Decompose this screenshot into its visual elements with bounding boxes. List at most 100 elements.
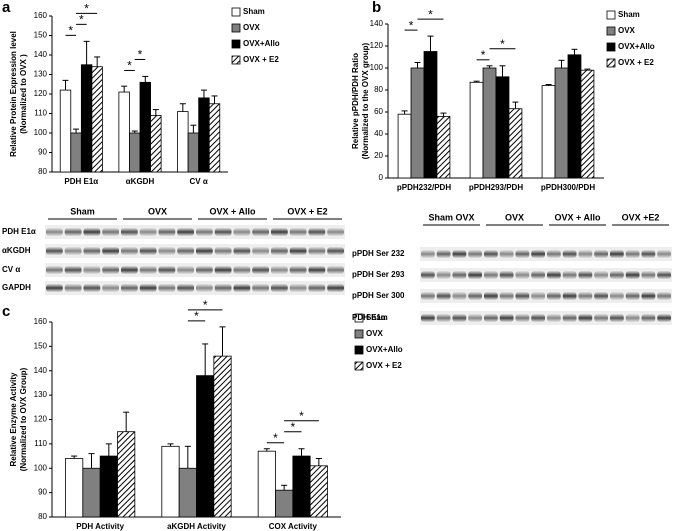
- blot-band: [121, 228, 138, 236]
- blot-band: [233, 247, 251, 255]
- blot-band: [625, 314, 640, 322]
- y-axis-label: (Normalized to OVX ): [19, 54, 28, 134]
- y-tick-label: 90: [38, 148, 47, 157]
- blot-band: [515, 250, 530, 258]
- y-tick-label: 160: [34, 317, 48, 326]
- blot-band: [271, 228, 288, 236]
- blot-band: [610, 250, 624, 258]
- bar: [178, 467, 197, 518]
- error-bar: [200, 89, 207, 98]
- error-bar: [105, 443, 112, 457]
- y-tick-label: 40: [374, 129, 383, 138]
- bar: [65, 458, 84, 518]
- blot-band: [46, 228, 63, 236]
- error-bar: [263, 448, 270, 452]
- legend-swatch: [231, 39, 241, 49]
- bar: [410, 67, 425, 179]
- blot-band: [64, 284, 82, 292]
- blot-band: [289, 284, 307, 292]
- error-bar: [179, 103, 186, 112]
- y-axis-label: Relative Protein Expression level: [9, 31, 18, 157]
- error-bar: [88, 453, 95, 469]
- legend-label: OVX+Allo: [618, 42, 655, 51]
- blot-band: [531, 292, 545, 300]
- blot-group-label: OVX + Allo: [555, 212, 601, 222]
- error-bar: [281, 484, 288, 491]
- blot-band: [46, 247, 63, 255]
- significance-star: *: [290, 420, 295, 434]
- blot-band: [158, 266, 176, 274]
- bar: [139, 81, 151, 173]
- blot-group-label: OVX + E2: [287, 206, 327, 216]
- blot-strip: [420, 268, 672, 282]
- y-tick-label: 110: [34, 439, 47, 448]
- bar: [99, 455, 118, 518]
- error-bar: [71, 455, 78, 459]
- bar: [541, 85, 556, 179]
- blot-band: [452, 271, 467, 279]
- blot-band: [547, 314, 561, 322]
- blot-band: [578, 271, 593, 279]
- error-bar: [83, 40, 90, 65]
- bar: [423, 51, 438, 179]
- bar: [508, 108, 523, 179]
- significance-star: *: [84, 2, 89, 16]
- blot-band: [83, 247, 101, 255]
- blot-band: [196, 228, 213, 236]
- blot-band: [214, 228, 232, 236]
- blot-band: [625, 292, 640, 300]
- blot-band: [308, 284, 326, 292]
- blot-band: [499, 250, 514, 258]
- blot-band: [214, 247, 232, 255]
- y-axis-label: Relative Enzyme Activity: [9, 372, 18, 467]
- y-tick-label: 150: [34, 31, 48, 40]
- error-bar: [499, 65, 506, 77]
- blot-group-label: OVX: [148, 206, 167, 216]
- error-bar: [401, 110, 408, 115]
- error-bar: [427, 35, 434, 52]
- error-bar: [121, 85, 128, 93]
- blot-band: [452, 250, 467, 258]
- y-tick-label: 150: [34, 341, 48, 350]
- blot-group-label: OVX + Allo: [210, 206, 256, 216]
- legend-label: Sham: [366, 313, 388, 322]
- blot-band: [327, 266, 344, 274]
- significance-star: *: [273, 431, 278, 445]
- bar: [91, 66, 103, 173]
- error-bar: [202, 343, 209, 376]
- blot-band: [214, 266, 232, 274]
- legend-label: Sham: [243, 7, 265, 16]
- bar: [80, 64, 93, 173]
- bar: [213, 355, 232, 518]
- error-bar: [315, 458, 322, 466]
- legend-swatch: [606, 26, 616, 36]
- blot-band: [102, 228, 119, 236]
- error-bar: [123, 411, 130, 432]
- blot-band: [214, 284, 232, 292]
- x-tick-label: αKGDH: [126, 177, 155, 186]
- bar: [257, 450, 276, 518]
- blot-band: [121, 266, 138, 274]
- y-tick-label: 160: [34, 11, 48, 20]
- blot-band: [657, 271, 671, 279]
- blot-band: [271, 284, 288, 292]
- error-bar: [152, 109, 159, 116]
- panel-label: a: [2, 0, 11, 16]
- blot-band: [177, 266, 194, 274]
- blot-band: [468, 314, 482, 322]
- legend-label: OVX: [366, 329, 384, 338]
- legend-swatch: [354, 313, 364, 323]
- y-tick-label: 140: [34, 50, 48, 59]
- y-tick-label: 120: [34, 415, 48, 424]
- blot-band: [271, 266, 288, 274]
- blot-band: [421, 314, 435, 322]
- y-tick-label: 120: [34, 89, 48, 98]
- x-tick-label: pPDH300/PDH: [541, 183, 595, 192]
- error-bar: [211, 95, 218, 104]
- error-bar: [298, 448, 305, 457]
- blot-band: [641, 271, 656, 279]
- significance-star: *: [138, 48, 143, 62]
- bar: [59, 89, 72, 173]
- x-tick-label: pPDH232/PDH: [397, 183, 451, 192]
- blot-band: [196, 266, 213, 274]
